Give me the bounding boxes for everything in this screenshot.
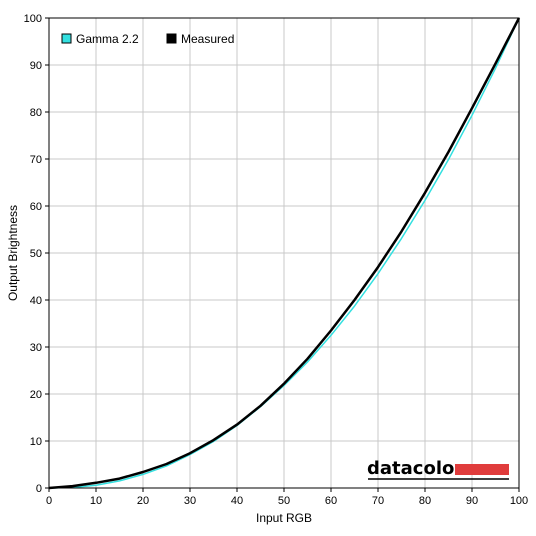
y-axis-ticks: 0 10 20 30 40 50 60 70 80 90 100 bbox=[24, 13, 49, 495]
y-tick-label-5: 50 bbox=[30, 248, 42, 260]
logo-red-bar bbox=[455, 464, 509, 475]
y-tick-label-7: 70 bbox=[30, 154, 42, 166]
x-tick-label-10: 100 bbox=[510, 495, 528, 507]
logo-text: datacolor bbox=[367, 458, 463, 479]
series-line-measured bbox=[48, 17, 521, 490]
legend: Gamma 2.2 Measured bbox=[61, 32, 234, 46]
x-tick-label-7: 70 bbox=[372, 495, 384, 507]
legend-swatch-measured bbox=[166, 33, 177, 44]
x-tick-label-5: 50 bbox=[278, 495, 290, 507]
x-tick-label-1: 10 bbox=[90, 495, 102, 507]
datacolor-logo: datacolor bbox=[367, 458, 509, 480]
series-lines bbox=[48, 17, 521, 490]
y-axis-title: Output Brightness bbox=[6, 205, 20, 301]
y-tick-label-2: 20 bbox=[30, 389, 42, 401]
y-tick-label-0: 0 bbox=[36, 483, 42, 495]
legend-swatch-gamma bbox=[61, 33, 72, 44]
y-tick-label-9: 90 bbox=[30, 60, 42, 72]
plot-border bbox=[48, 17, 520, 489]
y-tick-label-8: 80 bbox=[30, 107, 42, 119]
x-tick-label-6: 60 bbox=[325, 495, 337, 507]
x-tick-label-8: 80 bbox=[419, 495, 431, 507]
legend-label-gamma: Gamma 2.2 bbox=[76, 32, 139, 46]
legend-label-measured: Measured bbox=[181, 32, 234, 46]
y-tick-label-6: 60 bbox=[30, 201, 42, 213]
y-tick-label-4: 40 bbox=[30, 295, 42, 307]
y-tick-label-1: 10 bbox=[30, 436, 42, 448]
x-tick-label-0: 0 bbox=[46, 495, 52, 507]
series-line-gamma bbox=[48, 17, 520, 489]
y-tick-label-3: 30 bbox=[30, 342, 42, 354]
x-tick-label-2: 20 bbox=[137, 495, 149, 507]
x-axis-title: Input RGB bbox=[256, 511, 312, 525]
x-tick-label-3: 30 bbox=[184, 495, 196, 507]
x-tick-label-9: 90 bbox=[466, 495, 478, 507]
y-tick-label-10: 100 bbox=[24, 13, 42, 25]
x-tick-label-4: 40 bbox=[231, 495, 243, 507]
x-axis-ticks: 0 10 20 30 40 50 60 70 80 90 100 bbox=[46, 488, 528, 507]
